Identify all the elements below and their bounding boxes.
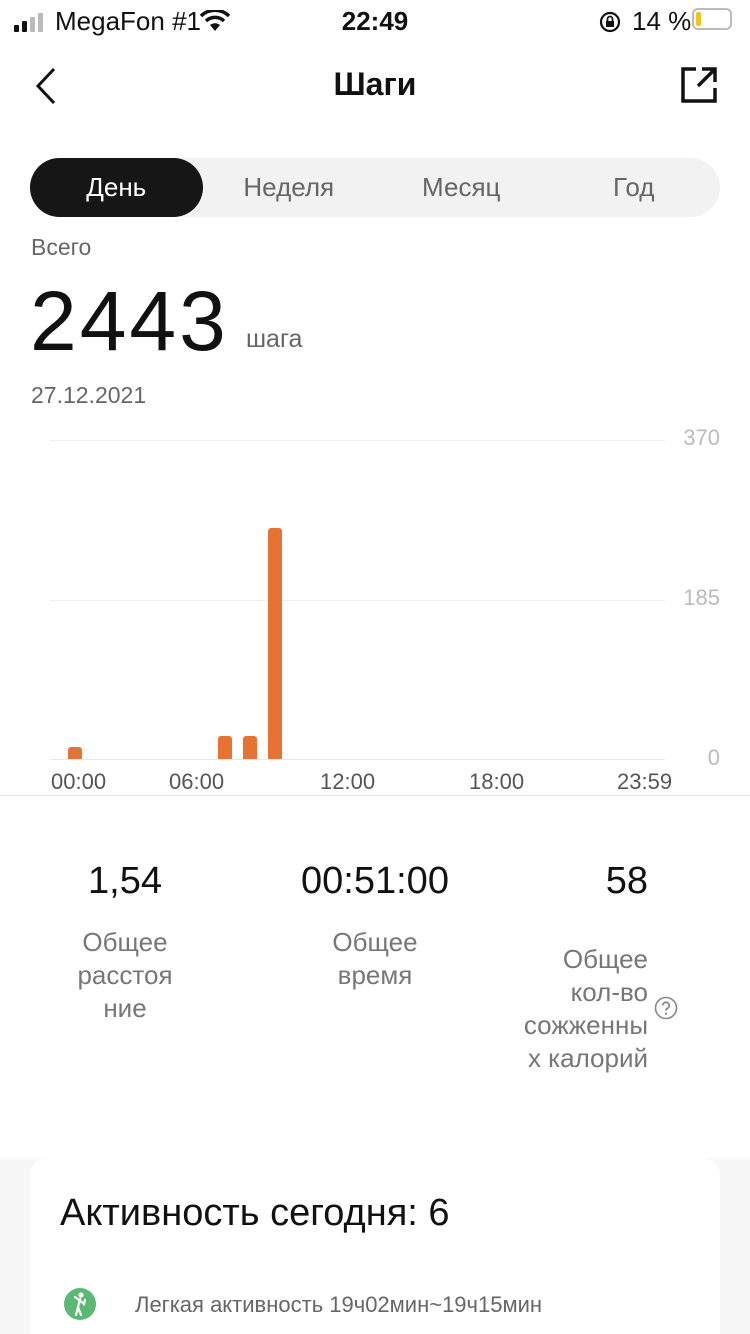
date: 27.12.2021 — [31, 382, 147, 408]
y-tick: 185 — [683, 585, 720, 610]
tab-week[interactable]: Неделя — [243, 172, 335, 202]
page-title: Шаги — [333, 66, 417, 102]
x-tick: 06:00 — [169, 769, 225, 794]
time-label: Общее время — [332, 927, 418, 990]
total-label: Всего — [31, 234, 92, 260]
total-steps: 2443 — [30, 274, 229, 368]
chart-bar — [218, 735, 232, 759]
chart-bar — [243, 735, 257, 759]
divider — [0, 795, 750, 796]
calories-value: 58 — [605, 860, 648, 902]
tab-month[interactable]: Месяц — [422, 172, 501, 202]
question-circle-icon[interactable] — [654, 996, 678, 1020]
share-button[interactable] — [680, 66, 718, 104]
chart-bar — [268, 527, 282, 759]
activity-item[interactable]: Легкая активность 19ч02мин~19ч15мин — [135, 1292, 543, 1317]
chart-bar — [68, 746, 82, 759]
steps-chart: 370 185 0 00:00 06:00 12:00 18:00 23:59 — [50, 425, 720, 794]
period-tabs: День Неделя Месяц Год — [30, 158, 720, 217]
distance-value: 1,54 — [88, 860, 162, 902]
carrier: MegaFon #1 — [55, 6, 201, 36]
time-value: 00:51:00 — [301, 860, 449, 902]
x-tick: 23:59 — [617, 769, 673, 794]
x-tick: 00:00 — [51, 769, 107, 794]
wifi-icon — [200, 10, 230, 31]
y-tick: 370 — [683, 425, 720, 450]
activity-title: Активность сегодня: 6 — [60, 1192, 450, 1234]
battery-percent: 14 % — [632, 6, 692, 36]
rotation-lock-icon — [599, 11, 621, 33]
tab-day[interactable]: День — [30, 158, 203, 217]
status-bar: MegaFon #1 22:49 14 % — [0, 0, 750, 44]
activity-card: Активность сегодня: 6 Легкая активность … — [30, 1158, 720, 1334]
back-button[interactable] — [32, 66, 60, 106]
steps-unit: шага — [246, 325, 303, 353]
gridline — [50, 600, 665, 601]
clock: 22:49 — [341, 6, 409, 36]
calories-label: Общее кол-во сожженны х калорий — [523, 944, 648, 1073]
tab-year[interactable]: Год — [613, 172, 655, 202]
x-tick: 18:00 — [469, 769, 525, 794]
y-tick: 0 — [707, 745, 720, 770]
battery-icon — [692, 8, 732, 30]
baseline — [50, 759, 665, 760]
x-tick: 12:00 — [320, 769, 376, 794]
walking-person-icon — [64, 1288, 96, 1320]
distance-label: Общее расстоя ние — [77, 927, 173, 1023]
signal-icon — [14, 13, 43, 32]
gridline — [50, 440, 665, 441]
